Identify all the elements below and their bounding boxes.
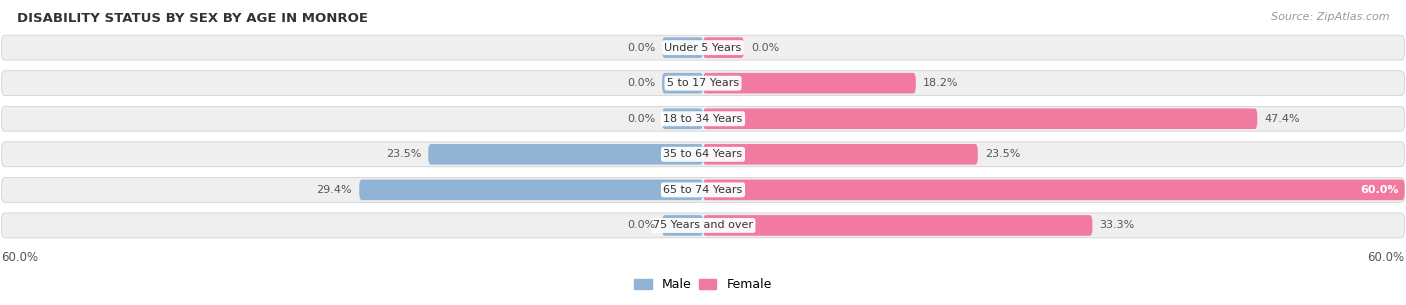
Text: 47.4%: 47.4% <box>1264 114 1301 124</box>
Text: 0.0%: 0.0% <box>627 221 655 230</box>
Text: 23.5%: 23.5% <box>385 149 422 159</box>
Text: 60.0%: 60.0% <box>1368 251 1405 264</box>
Text: 0.0%: 0.0% <box>627 114 655 124</box>
Text: 0.0%: 0.0% <box>627 78 655 88</box>
FancyBboxPatch shape <box>1 71 1405 96</box>
FancyBboxPatch shape <box>1 35 1405 60</box>
Text: 0.0%: 0.0% <box>751 43 779 53</box>
Text: DISABILITY STATUS BY SEX BY AGE IN MONROE: DISABILITY STATUS BY SEX BY AGE IN MONRO… <box>17 12 368 25</box>
Text: 5 to 17 Years: 5 to 17 Years <box>666 78 740 88</box>
FancyBboxPatch shape <box>1 213 1405 238</box>
FancyBboxPatch shape <box>1 106 1405 131</box>
Text: 35 to 64 Years: 35 to 64 Years <box>664 149 742 159</box>
FancyBboxPatch shape <box>662 73 703 94</box>
Text: 29.4%: 29.4% <box>316 185 352 195</box>
FancyBboxPatch shape <box>662 215 703 236</box>
Text: 65 to 74 Years: 65 to 74 Years <box>664 185 742 195</box>
FancyBboxPatch shape <box>1 142 1405 167</box>
Text: 23.5%: 23.5% <box>984 149 1021 159</box>
Text: 75 Years and over: 75 Years and over <box>652 221 754 230</box>
Text: 18.2%: 18.2% <box>922 78 959 88</box>
FancyBboxPatch shape <box>703 180 1405 200</box>
Text: 18 to 34 Years: 18 to 34 Years <box>664 114 742 124</box>
FancyBboxPatch shape <box>703 73 915 94</box>
Text: Under 5 Years: Under 5 Years <box>665 43 741 53</box>
FancyBboxPatch shape <box>1 178 1405 202</box>
Text: Source: ZipAtlas.com: Source: ZipAtlas.com <box>1271 12 1389 22</box>
Text: 0.0%: 0.0% <box>627 43 655 53</box>
FancyBboxPatch shape <box>703 215 1092 236</box>
FancyBboxPatch shape <box>662 109 703 129</box>
FancyBboxPatch shape <box>359 180 703 200</box>
FancyBboxPatch shape <box>703 144 977 165</box>
FancyBboxPatch shape <box>429 144 703 165</box>
Text: 33.3%: 33.3% <box>1099 221 1135 230</box>
Text: 60.0%: 60.0% <box>1360 185 1399 195</box>
Legend: Male, Female: Male, Female <box>630 273 776 296</box>
FancyBboxPatch shape <box>703 37 744 58</box>
Text: 60.0%: 60.0% <box>1 251 38 264</box>
FancyBboxPatch shape <box>703 109 1257 129</box>
FancyBboxPatch shape <box>662 37 703 58</box>
